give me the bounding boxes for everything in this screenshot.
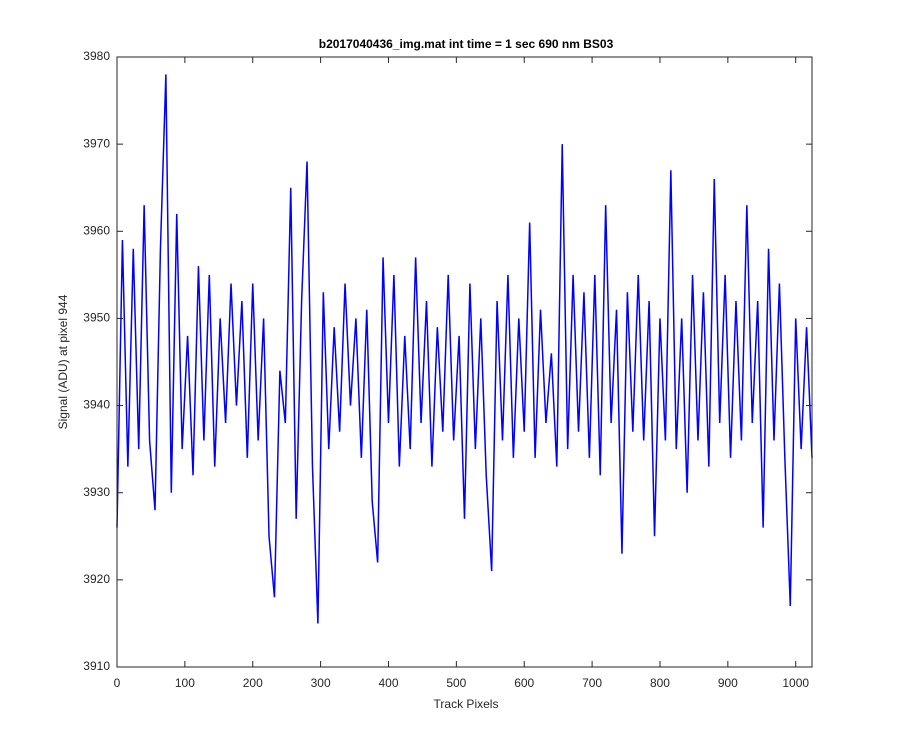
x-axis-label: Track Pixels [434,697,499,711]
x-tick-label: 600 [514,676,534,690]
x-tick-label: 800 [650,676,670,690]
x-tick-label: 200 [243,676,263,690]
x-tick-label: 300 [311,676,331,690]
x-tick-label: 1000 [782,676,809,690]
y-tick-label: 3980 [83,49,110,63]
y-tick-label: 3960 [83,223,110,237]
x-tick-label: 700 [582,676,602,690]
y-tick-label: 3930 [83,485,110,499]
data-line [116,74,813,624]
axes-box [116,56,813,668]
y-tick-label: 3970 [83,136,110,150]
x-tick-label: 900 [718,676,738,690]
y-tick-label: 3920 [83,572,110,586]
x-tick-label: 100 [175,676,195,690]
x-tick-label: 0 [114,676,121,690]
chart-title: b2017040436_img.mat int time = 1 sec 690… [319,37,614,51]
y-tick-label: 3940 [83,398,110,412]
y-tick-label: 3910 [83,659,110,673]
y-tick-label: 3950 [83,311,110,325]
y-axis-label: Signal (ADU) at pixel 944 [56,294,70,429]
x-tick-label: 400 [378,676,398,690]
x-tick-label: 500 [446,676,466,690]
